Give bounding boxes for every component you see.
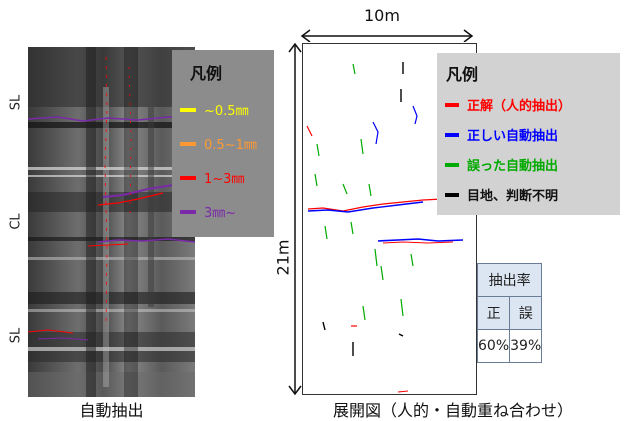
width-dimension-arrow bbox=[300, 29, 474, 42]
legend-swatch bbox=[445, 132, 459, 137]
legend-label: 1~3㎜ bbox=[204, 172, 245, 187]
extraction-rate-table: 抽出率 正 誤 60% 39% bbox=[476, 263, 543, 363]
legend-swatch bbox=[180, 141, 196, 146]
height-dimension-arrow bbox=[288, 42, 302, 396]
legend-swatch bbox=[180, 175, 196, 180]
width-label: 10m bbox=[364, 6, 400, 25]
table-header-incorrect: 誤 bbox=[509, 296, 543, 330]
legend-item: 3㎜~ bbox=[180, 202, 236, 221]
legend-item: 0.5~1㎜ bbox=[180, 134, 257, 153]
right-caption: 展開図（人的・自動重ね合わせ） bbox=[332, 401, 573, 420]
left-caption: 自動抽出 bbox=[79, 401, 144, 420]
legend-label: 0.5~1㎜ bbox=[204, 138, 257, 153]
legend-label: 正解（人的抽出） bbox=[467, 99, 572, 114]
legend-item: 正しい自動抽出 bbox=[445, 125, 558, 144]
legend-item: 1~3㎜ bbox=[180, 168, 244, 187]
legend-swatch bbox=[445, 162, 459, 167]
legend-title: 凡例 bbox=[190, 64, 223, 83]
side-label-cl: CL bbox=[8, 213, 24, 230]
legend-item: ~0.5㎜ bbox=[180, 100, 249, 119]
height-label: 21m bbox=[273, 239, 293, 276]
legend-item: 誤った自動抽出 bbox=[445, 155, 558, 174]
legend-title: 凡例 bbox=[446, 65, 479, 84]
legend-label: 正しい自動抽出 bbox=[467, 129, 559, 144]
table-header-correct: 正 bbox=[476, 296, 511, 330]
side-label-sl-bottom: SL bbox=[8, 327, 24, 344]
table-title: 抽出率 bbox=[476, 263, 543, 297]
legend-label: 目地、判断不明 bbox=[467, 189, 559, 204]
legend-swatch bbox=[180, 209, 196, 214]
crack-width-legend: 凡例 ~0.5㎜ 0.5~1㎜ 1~3㎜ 3㎜~ bbox=[172, 50, 274, 237]
auto-extraction-scan-image bbox=[28, 47, 195, 397]
detection-legend: 凡例 正解（人的抽出） 正しい自動抽出 誤った自動抽出 目地、判断不明 bbox=[437, 53, 620, 215]
legend-label: 誤った自動抽出 bbox=[467, 159, 559, 174]
legend-label: 3㎜~ bbox=[204, 206, 237, 221]
legend-item: 目地、判断不明 bbox=[445, 185, 558, 204]
legend-item: 正解（人的抽出） bbox=[445, 95, 571, 114]
table-value-incorrect: 39% bbox=[509, 329, 543, 363]
side-label-sl-top: SL bbox=[8, 94, 24, 111]
legend-swatch bbox=[445, 102, 459, 107]
legend-swatch bbox=[445, 192, 459, 197]
table-value-correct: 60% bbox=[476, 329, 511, 363]
legend-label: ~0.5㎜ bbox=[204, 104, 249, 119]
legend-swatch bbox=[180, 107, 196, 112]
